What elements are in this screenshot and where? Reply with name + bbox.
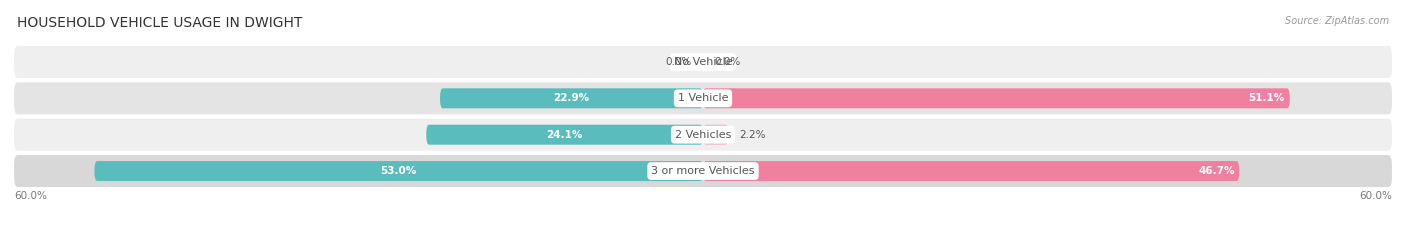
Text: 0.0%: 0.0%: [665, 57, 692, 67]
FancyBboxPatch shape: [94, 161, 703, 181]
FancyBboxPatch shape: [703, 125, 728, 145]
Text: 2 Vehicles: 2 Vehicles: [675, 130, 731, 140]
Text: 60.0%: 60.0%: [14, 192, 46, 201]
FancyBboxPatch shape: [14, 155, 1392, 187]
Text: 46.7%: 46.7%: [1198, 166, 1234, 176]
FancyBboxPatch shape: [440, 88, 703, 108]
Text: 2.2%: 2.2%: [740, 130, 766, 140]
Text: 1 Vehicle: 1 Vehicle: [678, 93, 728, 103]
Text: No Vehicle: No Vehicle: [673, 57, 733, 67]
FancyBboxPatch shape: [703, 88, 1289, 108]
FancyBboxPatch shape: [703, 161, 1239, 181]
FancyBboxPatch shape: [14, 119, 1392, 151]
Text: 3 or more Vehicles: 3 or more Vehicles: [651, 166, 755, 176]
Text: 51.1%: 51.1%: [1249, 93, 1285, 103]
Text: 60.0%: 60.0%: [1360, 192, 1392, 201]
Text: 24.1%: 24.1%: [547, 130, 583, 140]
Text: 22.9%: 22.9%: [554, 93, 589, 103]
Text: 53.0%: 53.0%: [381, 166, 416, 176]
Text: HOUSEHOLD VEHICLE USAGE IN DWIGHT: HOUSEHOLD VEHICLE USAGE IN DWIGHT: [17, 16, 302, 30]
Text: Source: ZipAtlas.com: Source: ZipAtlas.com: [1285, 16, 1389, 26]
FancyBboxPatch shape: [14, 82, 1392, 114]
FancyBboxPatch shape: [426, 125, 703, 145]
FancyBboxPatch shape: [14, 46, 1392, 78]
Text: 0.0%: 0.0%: [714, 57, 741, 67]
